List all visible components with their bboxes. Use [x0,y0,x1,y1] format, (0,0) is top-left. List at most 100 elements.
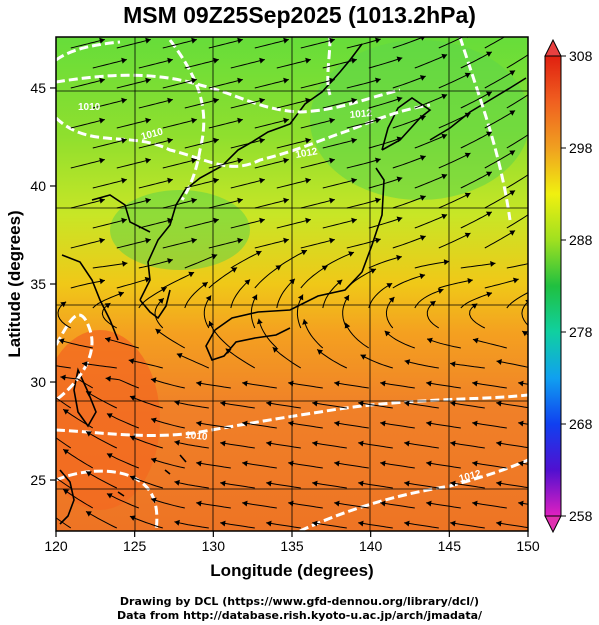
streamline-arrowhead [426,460,432,467]
streamline [450,442,485,449]
streamline [105,377,139,389]
streamline-arrowhead [145,77,151,84]
streamline [460,171,493,189]
streamline-arrowhead [160,287,167,293]
streamline [392,274,426,289]
streamline-arrowhead [158,298,164,304]
streamline-arrowhead [42,508,48,513]
streamline [70,79,105,89]
streamline-arrowhead [302,319,309,325]
x-tick-label: 150 [516,538,540,554]
streamline [518,462,528,465]
streamline-arrowhead [531,209,537,214]
streamline-arrowhead [167,57,173,64]
streamline [300,239,335,249]
streamline-arrowhead [129,395,136,401]
streamline [506,174,528,189]
streamline [70,239,105,249]
streamline [196,502,231,509]
streamline-arrowhead [174,479,180,486]
y-tick-label: 25 [30,472,46,488]
streamline-arrowhead [375,197,381,204]
streamline-arrowhead [351,137,357,144]
x-tick-label: 135 [280,538,304,554]
streamline [258,318,278,349]
streamline [334,462,369,469]
streamline [106,413,139,429]
streamline-arrowhead [336,279,343,286]
streamline [138,259,173,269]
streamline [254,199,289,209]
streamline [300,199,335,209]
streamline-arrowhead [144,276,151,283]
streamline [230,179,265,189]
streamline-arrowhead [266,400,272,407]
streamline [322,219,357,229]
streamline-arrowhead [404,359,411,365]
streamline [208,159,243,169]
streamline [300,39,335,49]
streamline [92,99,127,109]
streamline [346,158,381,169]
streamline-arrowhead [167,177,173,184]
streamline-arrowhead [329,237,335,244]
streamline-arrowhead [231,267,238,273]
streamline [276,278,296,309]
streamline [70,119,105,129]
streamline-arrowhead [205,295,212,302]
streamline [358,442,393,449]
streamline [288,502,323,509]
x-tick-label: 120 [44,538,68,554]
streamline [254,264,282,289]
streamline-arrowhead [305,137,311,144]
streamline-arrowhead [242,420,248,427]
streamline-arrowhead [426,380,432,387]
streamline-arrowhead [150,377,157,384]
isobar-label: 1010 [185,430,209,443]
streamline-arrowhead [450,361,456,368]
streamline [426,338,461,349]
streamline [358,522,393,529]
streamline-arrowhead [464,152,471,159]
streamline [312,402,347,409]
streamline-arrowhead [375,157,381,164]
x-axis-label: Longitude (degrees) [210,561,373,580]
streamline-arrowhead [348,251,354,257]
streamline [312,482,347,489]
streamline-arrowhead [441,133,448,140]
streamline-arrowhead [351,97,357,104]
streamline-arrowhead [575,207,581,212]
streamline [300,79,335,89]
streamline [254,39,289,49]
streamline [460,211,493,229]
streamline-arrowhead [426,420,432,427]
streamline [62,448,94,469]
streamline [116,239,151,249]
streamline-arrowhead [86,511,92,517]
streamline [469,303,486,329]
streamline-arrowhead [213,57,219,64]
streamline-arrowhead [509,150,516,156]
streamline [208,320,232,349]
x-tick-label: 130 [202,538,226,554]
streamline-arrowhead [530,288,536,293]
streamline [484,230,516,249]
streamline [62,408,94,429]
streamline-arrowhead [244,279,251,286]
streamline [322,279,343,309]
streamline [506,214,528,229]
streamline-arrowhead [36,360,42,366]
streamline-arrowhead [104,303,111,309]
streamline [116,119,151,129]
credit-drawing: Drawing by DCL (https://www.gfd-dennou.o… [119,595,480,608]
streamline [138,59,173,69]
streamline-arrowhead [396,136,403,143]
streamline-arrowhead [531,89,537,94]
streamline [392,115,426,129]
streamline-arrowhead [575,127,581,132]
streamline-arrowhead [196,500,202,507]
streamline [484,190,516,209]
streamline [392,155,426,169]
streamline-arrowhead [297,294,304,301]
